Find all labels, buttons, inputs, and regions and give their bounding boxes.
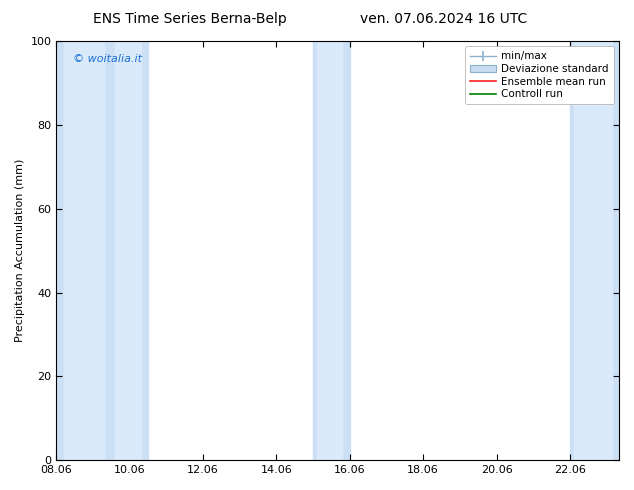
Bar [115, 41, 141, 460]
Bar [112, 41, 148, 460]
Bar [313, 41, 350, 460]
Text: ven. 07.06.2024 16 UTC: ven. 07.06.2024 16 UTC [360, 12, 527, 26]
Text: ENS Time Series Berna-Belp: ENS Time Series Berna-Belp [93, 12, 287, 26]
Bar [64, 41, 104, 460]
Text: © woitalia.it: © woitalia.it [74, 53, 142, 64]
Bar [574, 41, 612, 460]
Legend: min/max, Deviazione standard, Ensemble mean run, Controll run: min/max, Deviazione standard, Ensemble m… [465, 46, 614, 104]
Bar [570, 41, 619, 460]
Y-axis label: Precipitation Accumulation (mm): Precipitation Accumulation (mm) [15, 159, 25, 343]
Bar [56, 41, 112, 460]
Bar [317, 41, 342, 460]
